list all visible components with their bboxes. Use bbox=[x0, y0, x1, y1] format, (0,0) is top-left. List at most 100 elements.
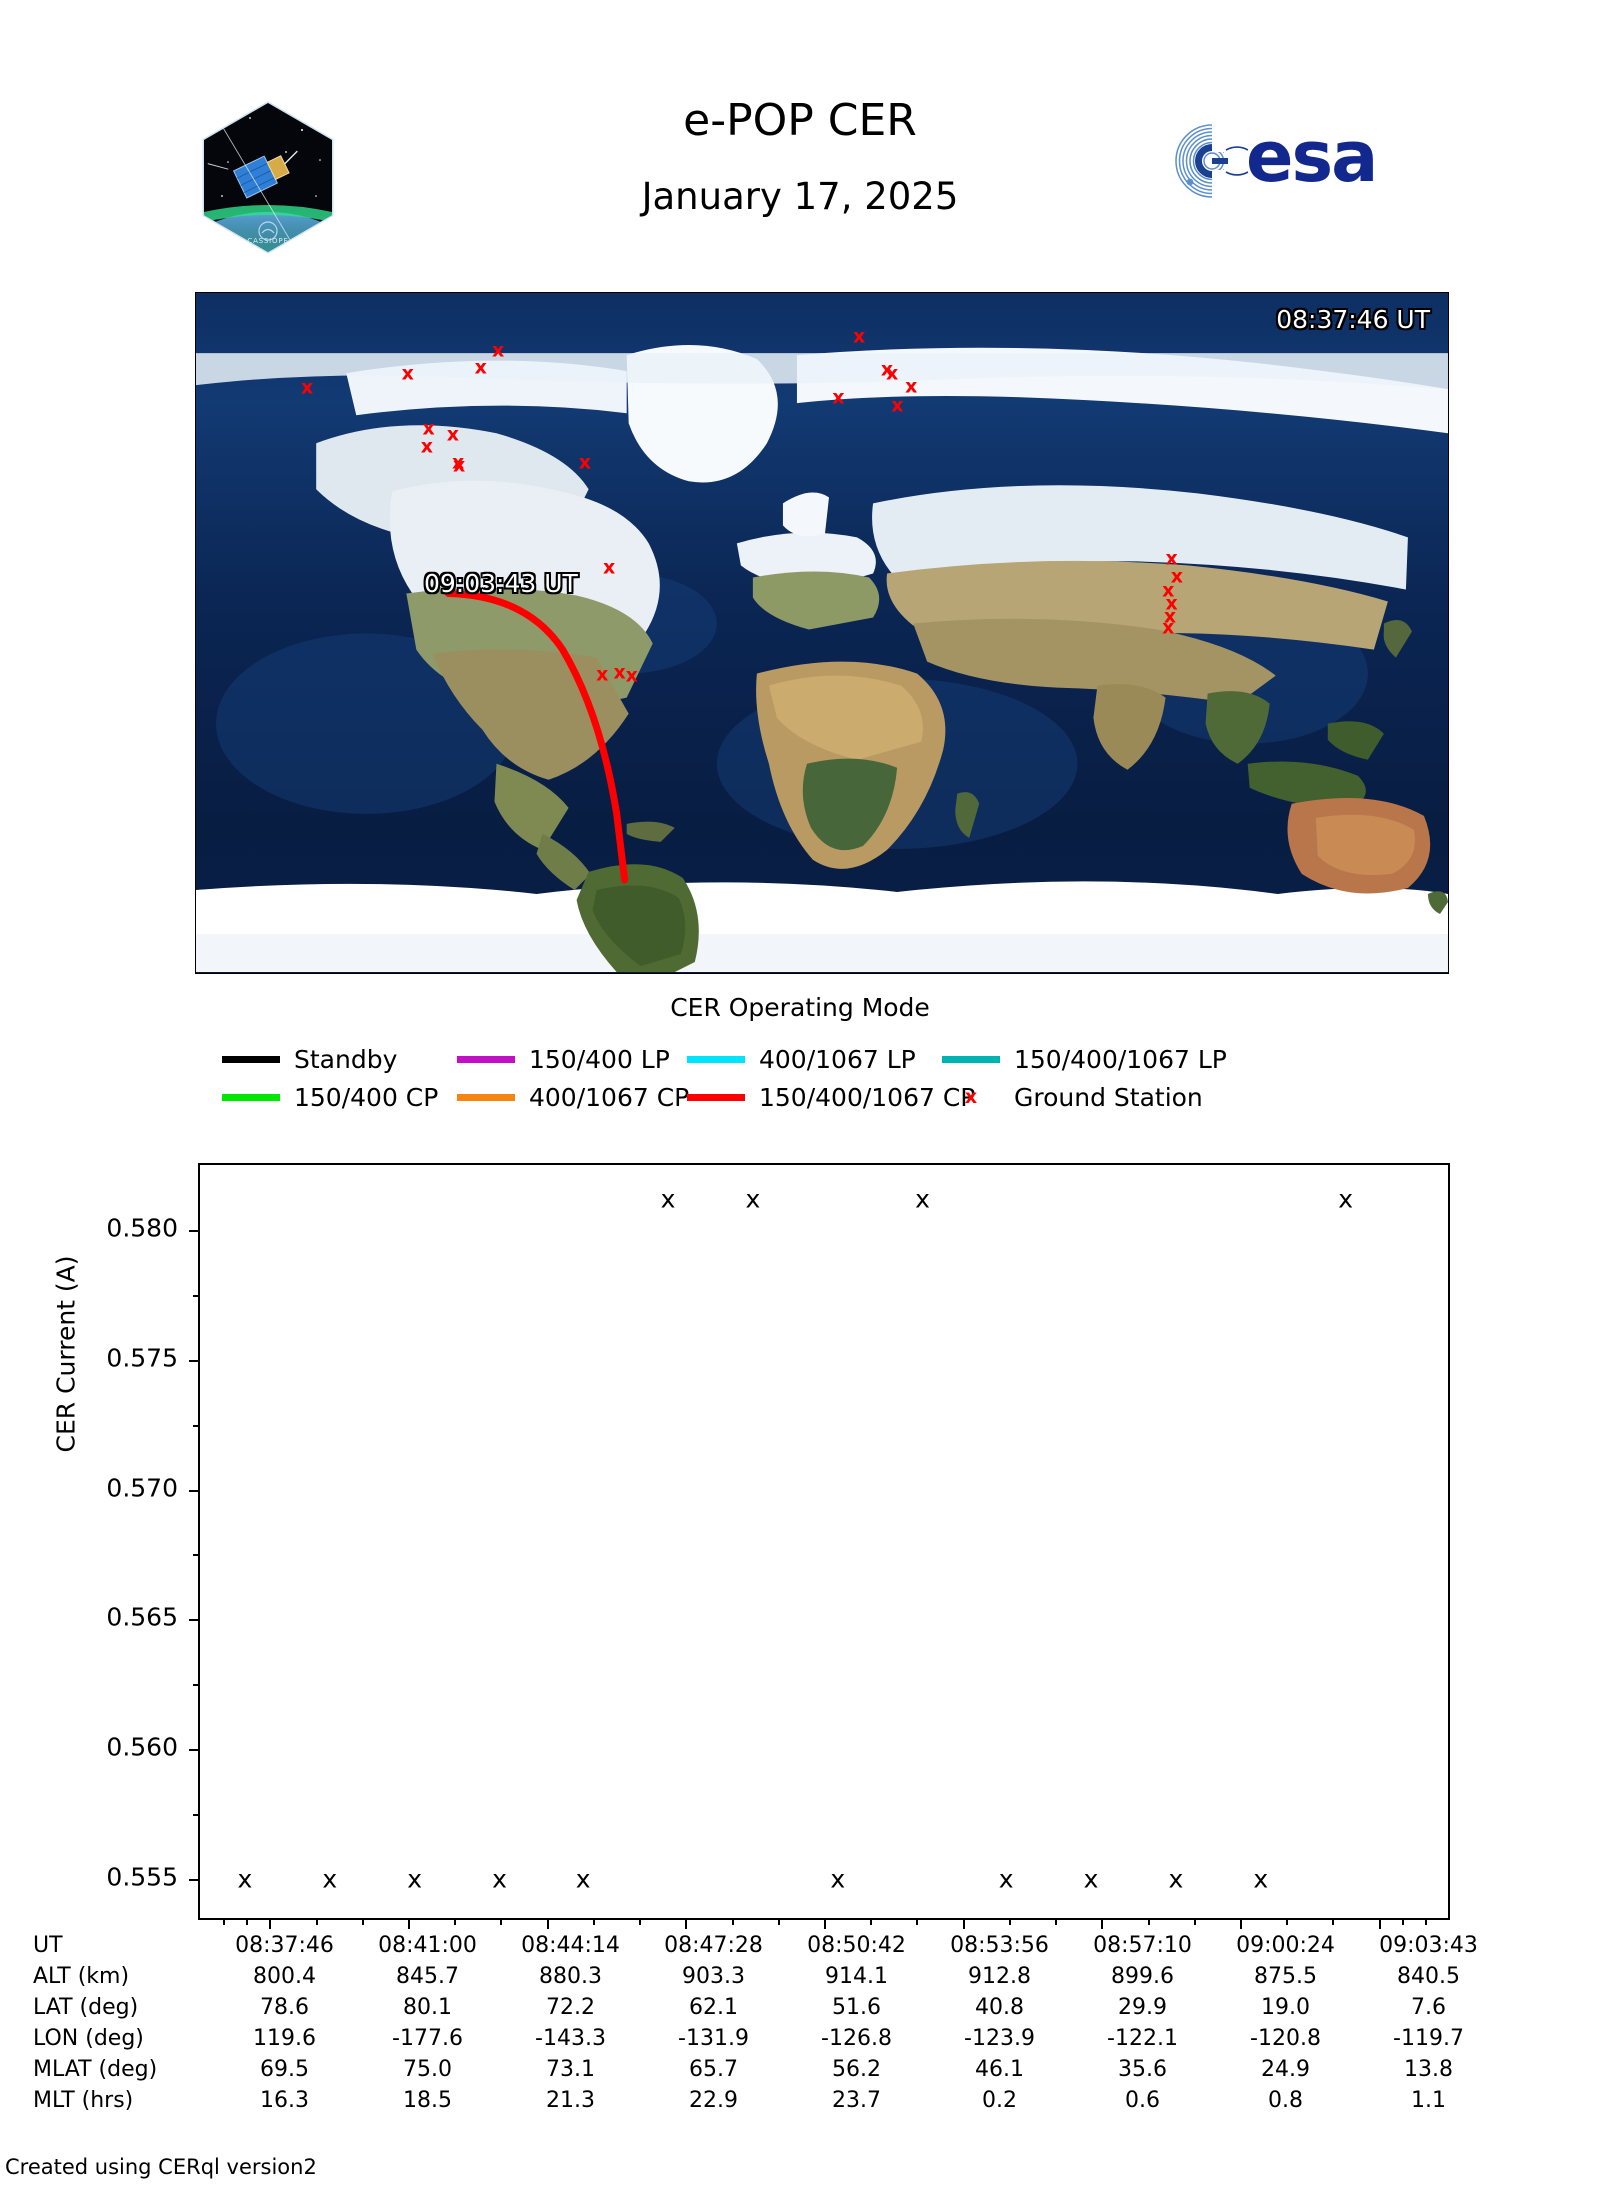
ground-station-marker: x bbox=[853, 325, 866, 348]
ground-station-marker: x bbox=[1163, 605, 1177, 628]
y-axis-minor-tick bbox=[193, 1554, 200, 1557]
table-cell: 19.0 bbox=[1261, 1995, 1310, 2020]
y-axis-tick bbox=[189, 1879, 200, 1882]
y-axis-tick bbox=[189, 1489, 200, 1492]
data-point-marker: x bbox=[1338, 1184, 1354, 1214]
ground-station-marker: x bbox=[474, 356, 487, 379]
legend-item[interactable]: 400/1067 LP bbox=[687, 1045, 916, 1074]
world-map-imagery bbox=[196, 293, 1448, 973]
table-cell: 24.9 bbox=[1261, 2057, 1310, 2082]
data-point-marker: x bbox=[915, 1184, 930, 1214]
table-cell: -122.1 bbox=[1107, 2026, 1178, 2051]
table-row-label: LON (deg) bbox=[33, 2026, 144, 2051]
legend-item-label: 400/1067 CP bbox=[529, 1082, 690, 1112]
x-axis-minor-tick bbox=[916, 1918, 919, 1925]
data-point-marker: x bbox=[998, 1864, 1014, 1894]
x-axis-tick bbox=[962, 1918, 965, 1929]
legend-row: 150/400 CP 400/1067 CP 150/400/1067 CP x Gro… bbox=[222, 1078, 1402, 1116]
table-cell: 73.1 bbox=[546, 2057, 595, 2082]
legend-item[interactable]: 400/1067 CP bbox=[457, 1083, 689, 1112]
data-point-marker: x bbox=[1253, 1864, 1269, 1894]
table-row: UT 08:37:46 08:41:00 08:44:14 08:47:28 08:50:… bbox=[30, 1930, 1500, 1961]
ground-station-marker: x bbox=[891, 394, 904, 417]
x-axis-minor-tick bbox=[1286, 1918, 1289, 1925]
x-axis-tick bbox=[1378, 1918, 1381, 1929]
table-cell: 914.1 bbox=[825, 1964, 888, 1989]
ground-station-marker: x bbox=[625, 664, 638, 687]
table-cell: 08:37:46 bbox=[235, 1933, 334, 1958]
page-header: CASSIOPE e-POP CER January 17, 2025 bbox=[0, 0, 1600, 285]
ground-station-marker: x bbox=[1162, 616, 1175, 639]
x-axis-minor-tick bbox=[1193, 1918, 1196, 1925]
legend-item[interactable]: Standby bbox=[222, 1045, 397, 1074]
y-axis-minor-tick bbox=[193, 1294, 200, 1297]
table-row: LON (deg) 119.6 -177.6 -143.3 -131.9 -126.8 -1… bbox=[30, 2023, 1500, 2054]
table-cell: 09:00:24 bbox=[1236, 1933, 1335, 1958]
table-cell: 875.5 bbox=[1254, 1964, 1317, 1989]
table-cell: 78.6 bbox=[260, 1995, 309, 2020]
ground-station-marker: x bbox=[420, 435, 434, 458]
table-cell: 21.3 bbox=[546, 2088, 595, 2113]
table-cell: 0.6 bbox=[1125, 2088, 1160, 2113]
cassiope-mission-patch: CASSIOPE bbox=[198, 100, 338, 255]
ground-station-marker: x bbox=[300, 376, 314, 399]
legend-item-label: 150/400/1067 LP bbox=[1014, 1044, 1227, 1074]
page-date: January 17, 2025 bbox=[641, 175, 959, 218]
table-cell: -120.8 bbox=[1250, 2026, 1321, 2051]
y-axis-tick bbox=[189, 1619, 200, 1622]
x-axis-minor-tick bbox=[777, 1918, 780, 1925]
table-cell: 16.3 bbox=[260, 2088, 309, 2113]
y-axis-tick-label: 0.575 bbox=[106, 1343, 178, 1373]
table-cell: -131.9 bbox=[678, 2026, 749, 2051]
table-cell: -119.7 bbox=[1393, 2026, 1464, 2051]
legend-item-label: Standby bbox=[294, 1044, 398, 1074]
page-title: e-POP CER bbox=[683, 95, 917, 146]
x-axis-minor-tick bbox=[223, 1918, 226, 1925]
cer-current-plot[interactable]: x x x x x x x x x x x x x x bbox=[189, 1163, 1450, 1929]
y-axis-tick-label: 0.555 bbox=[106, 1862, 178, 1892]
data-point-marker: x bbox=[492, 1864, 507, 1894]
x-axis-minor-tick bbox=[454, 1918, 457, 1925]
legend-color-swatch bbox=[942, 1055, 1000, 1063]
table-cell: 119.6 bbox=[253, 2026, 316, 2051]
legend-color-swatch bbox=[687, 1055, 745, 1063]
x-axis-tick bbox=[408, 1918, 410, 1929]
mission-patch-label: CASSIOPE bbox=[247, 237, 289, 245]
table-cell: 13.8 bbox=[1404, 2057, 1453, 2082]
x-axis-minor-tick bbox=[1424, 1918, 1427, 1925]
y-axis-minor-tick bbox=[193, 1684, 200, 1687]
table-cell: -123.9 bbox=[964, 2026, 1035, 2051]
ground-station-marker: x bbox=[1165, 592, 1178, 615]
data-point-marker: x bbox=[830, 1864, 846, 1894]
y-axis-tick bbox=[189, 1359, 200, 1362]
ground-station-marker: x bbox=[832, 386, 845, 409]
x-axis-minor-tick bbox=[1055, 1918, 1058, 1925]
legend-item[interactable]: 150/400 CP bbox=[222, 1083, 438, 1112]
legend-item-label: 150/400 CP bbox=[294, 1082, 439, 1112]
data-point-marker: x bbox=[660, 1184, 676, 1214]
mission-patch-artwork bbox=[202, 101, 334, 254]
data-point-marker: x bbox=[1083, 1864, 1099, 1894]
legend-color-swatch bbox=[222, 1055, 280, 1063]
table-cell: 08:41:00 bbox=[378, 1933, 477, 1958]
table-cell: 903.3 bbox=[682, 1964, 745, 1989]
legend-ground-station-icon: x bbox=[964, 1086, 978, 1108]
y-axis-minor-tick bbox=[193, 1424, 200, 1427]
legend-item[interactable]: 150/400/1067 CP bbox=[687, 1083, 975, 1112]
satellite-ground-track bbox=[444, 589, 629, 884]
table-row-label: ALT (km) bbox=[33, 1964, 130, 1989]
table-cell: 912.8 bbox=[968, 1964, 1031, 1989]
legend-item[interactable]: 150/400/1067 LP bbox=[942, 1045, 1227, 1074]
x-axis-minor-tick bbox=[1008, 1918, 1011, 1925]
table-cell: 08:57:10 bbox=[1093, 1933, 1192, 1958]
table-cell: 08:50:42 bbox=[807, 1933, 906, 1958]
table-row-label: MLT (hrs) bbox=[33, 2088, 134, 2113]
legend-item[interactable]: 150/400 LP bbox=[457, 1045, 670, 1074]
legend-item[interactable]: x Ground Station bbox=[942, 1083, 1203, 1112]
data-point-marker: x bbox=[1168, 1864, 1184, 1894]
x-axis-tick bbox=[1240, 1918, 1242, 1929]
table-cell: 840.5 bbox=[1397, 1964, 1460, 1989]
table-cell: 7.6 bbox=[1411, 1995, 1446, 2020]
table-row-label: UT bbox=[33, 1933, 63, 1958]
